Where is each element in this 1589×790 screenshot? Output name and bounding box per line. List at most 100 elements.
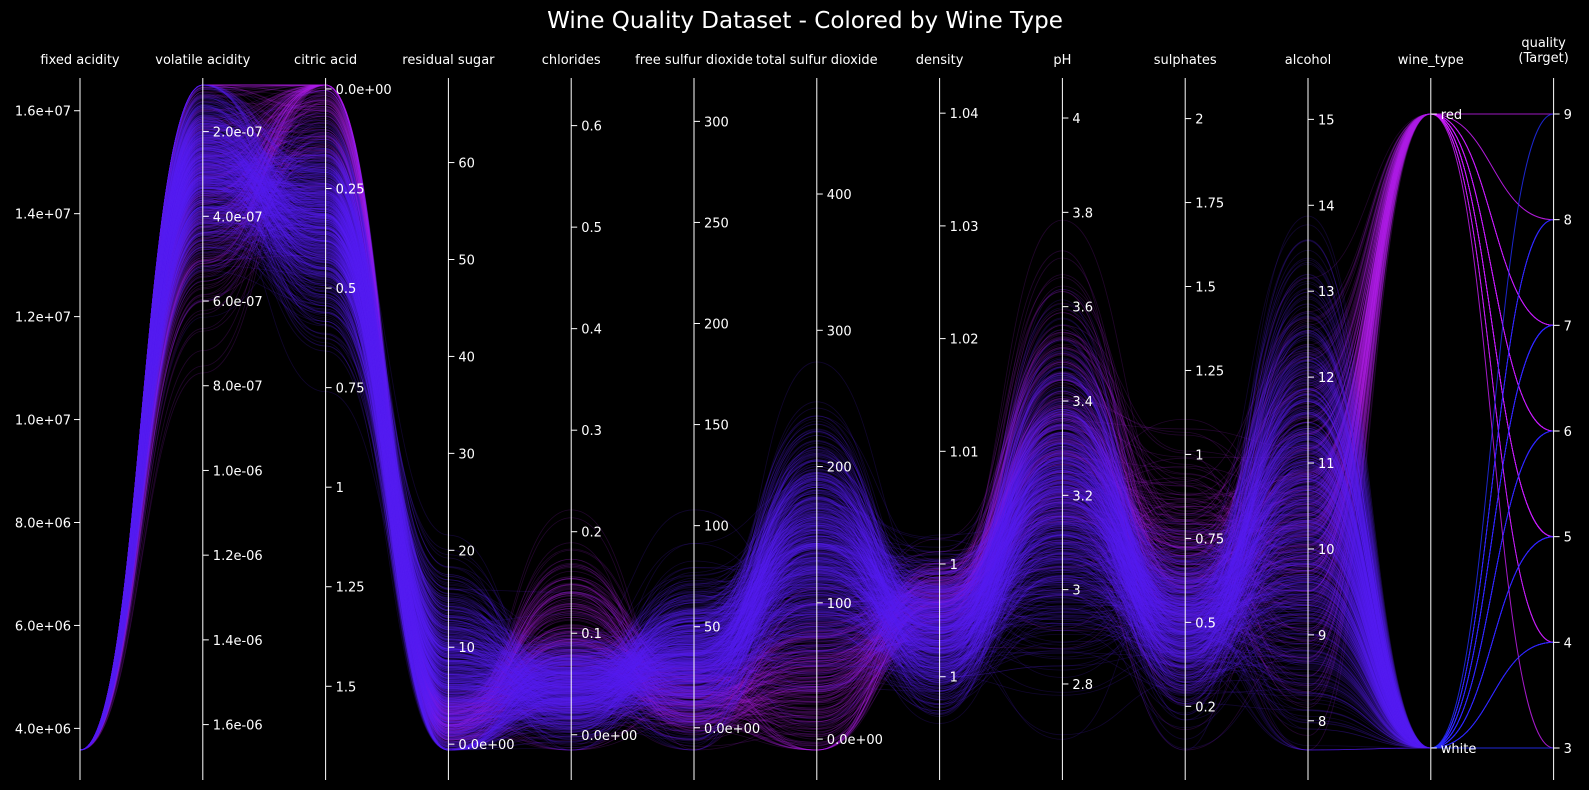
tick-label: 0.0e+00 xyxy=(704,722,760,737)
polyline-red xyxy=(79,84,1554,751)
polyline-red xyxy=(79,99,1554,751)
polyline-white xyxy=(79,178,1554,751)
polyline-white xyxy=(79,183,1554,751)
polyline-white xyxy=(79,157,1554,751)
polyline-red xyxy=(79,84,1554,751)
polyline-red xyxy=(79,113,1554,751)
polyline-red xyxy=(79,113,1554,751)
polyline-white xyxy=(79,180,1554,751)
polyline-red xyxy=(79,84,1554,751)
tick-label: 11 xyxy=(1318,457,1335,472)
polyline-red xyxy=(79,111,1554,751)
polyline-white xyxy=(79,84,1554,751)
polyline-white xyxy=(79,190,1554,751)
tick-label: 4.0e-07 xyxy=(213,210,263,225)
polyline-white xyxy=(79,152,1554,751)
polyline-red xyxy=(79,113,1554,751)
polyline-red xyxy=(79,84,1554,751)
polyline-white xyxy=(79,206,1554,751)
polyline-white xyxy=(79,133,1554,751)
polyline-white xyxy=(79,118,1554,751)
polyline-white xyxy=(79,95,1554,751)
polyline-red xyxy=(79,109,1554,751)
polyline-white xyxy=(79,101,1554,751)
polyline-white xyxy=(79,186,1554,751)
polyline-red xyxy=(79,113,1554,751)
tick-label: 0.0e+00 xyxy=(458,738,514,753)
tick-label: 1 xyxy=(950,558,958,573)
axis-label: fixed acidity xyxy=(40,53,120,68)
polyline-white xyxy=(79,172,1554,751)
polyline-red xyxy=(79,94,1554,751)
polyline-white xyxy=(79,93,1554,751)
polyline-white xyxy=(79,183,1554,751)
tick-label: 300 xyxy=(704,115,729,130)
polyline-white xyxy=(79,147,1554,751)
tick-label: red xyxy=(1441,108,1462,123)
tick-label: 50 xyxy=(704,621,721,636)
polyline-white xyxy=(79,154,1554,751)
polyline-red xyxy=(79,113,1554,751)
polyline-white xyxy=(79,159,1554,751)
quality-link-white-6 xyxy=(1430,430,1554,749)
polyline-white xyxy=(79,265,1554,751)
polyline-red xyxy=(79,84,1554,751)
polyline-white xyxy=(79,117,1554,751)
polyline-red xyxy=(79,84,1554,751)
quality-link-red-4 xyxy=(1430,113,1554,643)
quality-link-white-4 xyxy=(1430,641,1554,749)
polyline-white xyxy=(79,133,1554,751)
tick-label: 1.75 xyxy=(1195,197,1224,212)
polyline-red xyxy=(79,104,1554,751)
polyline-white xyxy=(79,201,1554,751)
polyline-white xyxy=(79,150,1554,751)
polyline-white xyxy=(79,205,1554,751)
polyline-white xyxy=(79,215,1554,751)
polyline-red xyxy=(79,113,1554,751)
polyline-white xyxy=(79,154,1554,751)
polyline-red xyxy=(79,113,1554,751)
polyline-white xyxy=(79,186,1554,751)
polyline-red xyxy=(79,107,1554,751)
polyline-red xyxy=(79,84,1554,751)
tick-label: 6.0e+06 xyxy=(15,619,71,634)
polyline-red xyxy=(79,84,1554,751)
polyline-white xyxy=(79,208,1554,751)
polyline-white xyxy=(79,142,1554,751)
polyline-white xyxy=(79,107,1554,751)
chart-title: Wine Quality Dataset - Colored by Wine T… xyxy=(547,8,1063,34)
polyline-white xyxy=(79,135,1554,751)
polyline-white xyxy=(79,105,1554,751)
polyline-white xyxy=(79,206,1554,751)
polyline-white xyxy=(79,151,1554,751)
polyline-red xyxy=(79,108,1554,751)
tick-label: 3.8 xyxy=(1072,206,1093,221)
polyline-red xyxy=(79,84,1554,751)
polyline-red xyxy=(79,111,1554,751)
polyline-white xyxy=(79,142,1554,751)
quality-link-white-5 xyxy=(1430,536,1554,749)
polyline-red xyxy=(79,84,1554,751)
polyline-white xyxy=(79,119,1554,751)
tick-label: 300 xyxy=(827,324,852,339)
polyline-white xyxy=(79,243,1554,751)
polyline-white xyxy=(79,202,1554,751)
polyline-white xyxy=(79,87,1554,751)
polyline-white xyxy=(79,211,1554,751)
polyline-white xyxy=(79,126,1554,751)
polyline-red xyxy=(79,113,1554,751)
polyline-red xyxy=(79,84,1554,751)
polyline-white xyxy=(79,207,1554,751)
polyline-red xyxy=(79,84,1554,751)
polyline-white xyxy=(79,112,1554,751)
polyline-red xyxy=(79,84,1554,751)
polyline-white xyxy=(79,89,1554,751)
polyline-red xyxy=(79,113,1554,751)
polylines xyxy=(79,84,1554,751)
tick-label: 1.6e+07 xyxy=(15,105,71,120)
polyline-white xyxy=(79,109,1554,751)
quality-link-white-8 xyxy=(1430,219,1554,749)
polyline-white xyxy=(79,166,1554,751)
polyline-white xyxy=(79,141,1554,751)
